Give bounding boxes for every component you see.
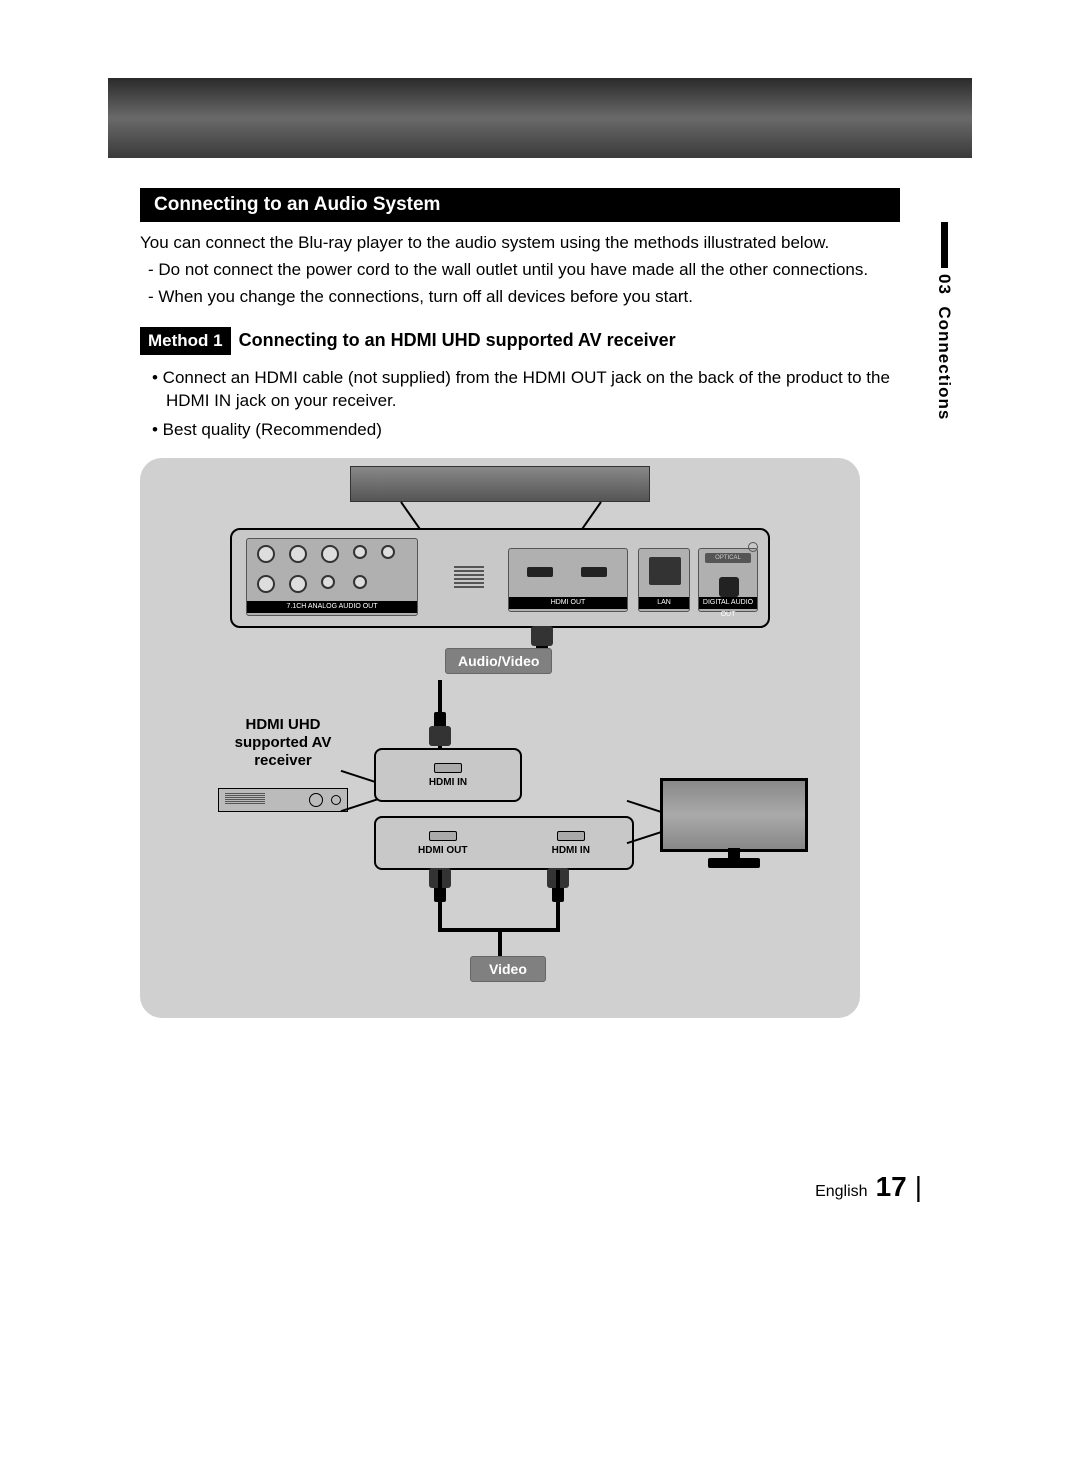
player-back-panel: 7.1CH ANALOG AUDIO OUT HDMI OUT LAN OPTI…	[230, 528, 770, 628]
vent-icon	[454, 566, 484, 588]
cable-line	[498, 928, 502, 958]
receiver-label-l1: HDMI UHD	[246, 716, 321, 733]
optical-port-icon	[719, 577, 739, 597]
hdmi-port-icon	[527, 567, 553, 577]
receiver-hdmi-in-port: HDMI IN	[374, 748, 522, 802]
tv-stand-icon	[708, 858, 760, 868]
hdmi-in-label: HDMI IN	[552, 845, 590, 856]
hdmi-port-icon	[434, 763, 462, 773]
cable-label-video: Video	[470, 956, 546, 982]
cable-line	[438, 870, 442, 930]
section-name: Connections	[935, 306, 954, 420]
lan-label: LAN	[639, 597, 689, 609]
method-row: Method 1 Connecting to an HDMI UHD suppo…	[140, 327, 900, 355]
port-group: HDMI OUT	[418, 829, 467, 856]
lan-block: LAN	[638, 548, 690, 612]
knob-icon	[309, 793, 323, 807]
hdmi-out-block: HDMI OUT	[508, 548, 628, 612]
rca-jack	[289, 545, 307, 563]
section-header: Connecting to an Audio System	[140, 188, 900, 222]
footer-divider: |	[915, 1171, 922, 1203]
method-bullet-1: • Connect an HDMI cable (not supplied) f…	[140, 367, 900, 413]
page-footer: English 17 |	[815, 1171, 922, 1203]
receiver-label-l2: supported AV	[235, 734, 332, 751]
connection-diagram: 7.1CH ANALOG AUDIO OUT HDMI OUT LAN OPTI…	[140, 458, 860, 1018]
intro-line: You can connect the Blu-ray player to th…	[140, 232, 900, 255]
method-title: Connecting to an HDMI UHD supported AV r…	[239, 330, 676, 351]
side-tab-marker	[941, 222, 948, 268]
analog-audio-block: 7.1CH ANALOG AUDIO OUT	[246, 538, 418, 616]
receiver-lower-ports: HDMI OUT HDMI IN	[374, 816, 634, 870]
top-banner	[108, 78, 972, 158]
receiver-label: HDMI UHD supported AV receiver	[218, 716, 348, 770]
knob-icon	[331, 795, 341, 805]
cable-line	[556, 870, 560, 930]
hdmi-out-label: HDMI OUT	[418, 845, 467, 856]
optical-block: OPTICAL DIGITAL AUDIO OUT	[698, 548, 758, 612]
tv-icon	[660, 778, 808, 868]
hdmi-in-label: HDMI IN	[429, 777, 467, 788]
hdmi-port-icon	[581, 567, 607, 577]
receiver-label-l3: receiver	[254, 752, 312, 769]
rca-jack	[381, 545, 395, 559]
rca-jack	[257, 545, 275, 563]
side-tab-text: 03 Connections	[934, 274, 954, 420]
section-number: 03	[935, 274, 954, 295]
rca-jack	[321, 545, 339, 563]
footer-language: English	[815, 1183, 867, 1201]
lan-port-icon	[649, 557, 681, 585]
rca-jack	[321, 575, 335, 589]
method-bullet-2: • Best quality (Recommended)	[140, 419, 900, 442]
footer-page-number: 17	[876, 1171, 907, 1203]
hdmi-port-icon	[557, 831, 585, 841]
digital-audio-label: DIGITAL AUDIO OUT	[699, 597, 757, 609]
player-top-icon	[350, 466, 650, 502]
port-group: HDMI IN	[552, 829, 590, 856]
av-receiver-icon	[218, 788, 348, 812]
analog-label: 7.1CH ANALOG AUDIO OUT	[247, 601, 417, 613]
rca-jack	[289, 575, 307, 593]
hdmi-port-icon	[429, 831, 457, 841]
content: Connecting to an Audio System You can co…	[140, 188, 900, 1018]
side-tab: 03 Connections	[932, 222, 956, 420]
method-chip: Method 1	[140, 327, 231, 355]
optical-label: OPTICAL	[705, 553, 751, 563]
rca-jack	[353, 545, 367, 559]
hdmi-plug-icon	[429, 712, 451, 746]
screw-icon	[748, 542, 758, 552]
rca-jack	[353, 575, 367, 589]
hdmi-out-label: HDMI OUT	[509, 597, 627, 609]
rca-jack	[257, 575, 275, 593]
intro-note-1: - Do not connect the power cord to the w…	[140, 259, 900, 282]
cable-label-av: Audio/Video	[445, 648, 552, 674]
intro-note-2: - When you change the connections, turn …	[140, 286, 900, 309]
tv-screen-icon	[660, 778, 808, 852]
